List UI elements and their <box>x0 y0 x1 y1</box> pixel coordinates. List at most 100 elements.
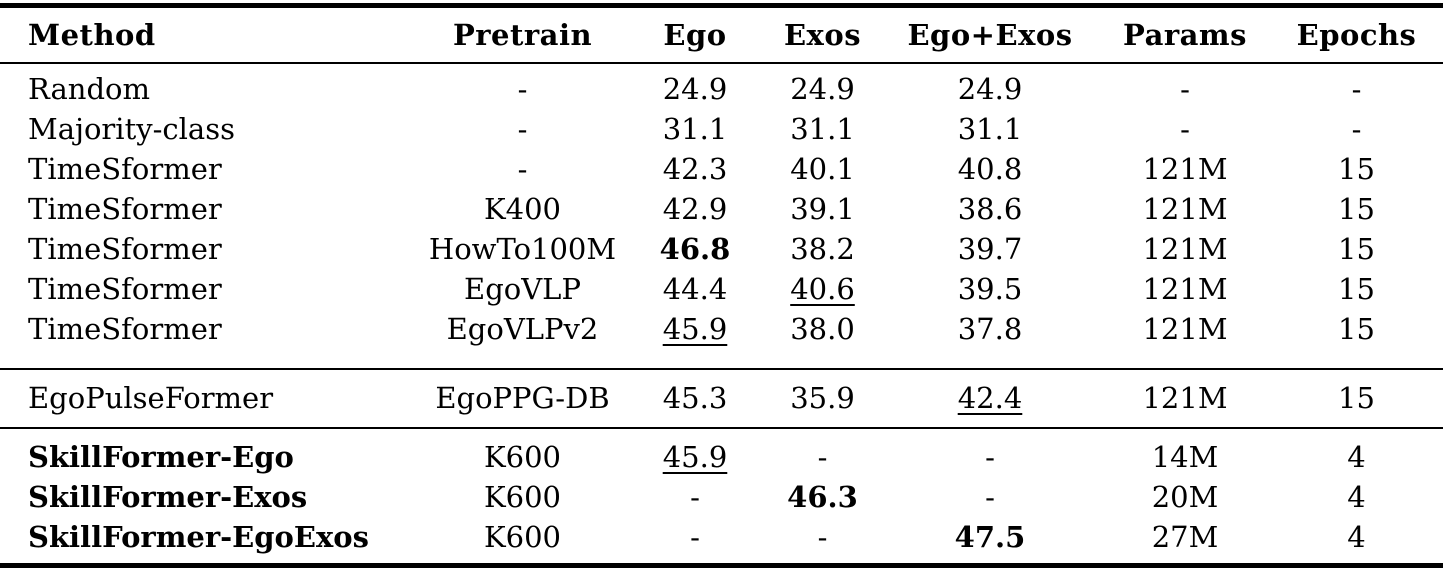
cell-epochs: - <box>1351 72 1362 106</box>
table-row: TimeSformer HowTo100M 46.8 38.2 39.7 121M 15 <box>0 229 1443 269</box>
cell-exos: 46.3 <box>787 480 858 514</box>
cell-ego: 46.8 <box>659 232 731 266</box>
cell-exos: - <box>817 520 828 554</box>
cell-params: 14M <box>1151 440 1219 474</box>
table-row: TimeSformer EgoVLP 44.4 40.6 39.5 121M 15 <box>0 269 1443 309</box>
cell-params: - <box>1180 72 1190 106</box>
col-header-ego: Ego <box>663 18 727 52</box>
cell-pretrain: EgoPPG-DB <box>435 381 610 415</box>
cell-ego: 31.1 <box>662 112 728 146</box>
cell-method: EgoPulseFormer <box>28 381 274 415</box>
cell-epochs: 4 <box>1347 480 1366 514</box>
cell-pretrain: K600 <box>483 480 562 514</box>
cell-epochs: 15 <box>1338 272 1375 306</box>
col-header-epochs: Epochs <box>1296 18 1417 52</box>
cell-params: 121M <box>1142 232 1228 266</box>
cell-params: - <box>1180 112 1190 146</box>
cell-ego-exos: 31.1 <box>957 112 1023 146</box>
header-row: Method Pretrain Ego Exos Ego+Exos Params… <box>0 6 1443 64</box>
cell-ego-exos: 37.8 <box>957 312 1023 346</box>
group-baselines: Random - 24.9 24.9 24.9 - - Majority-class - 31.1… <box>0 63 1443 369</box>
cell-method: SkillFormer-Exos <box>28 480 308 514</box>
cell-ego-exos: 47.5 <box>954 520 1026 554</box>
cell-ego: 42.3 <box>662 152 728 186</box>
cell-ego: 24.9 <box>662 72 728 106</box>
group-skillformer: SkillFormer-Ego K600 45.9- -14M 4 SkillFormer… <box>0 428 1443 566</box>
cell-epochs: - <box>1351 112 1362 146</box>
table-row: Majority-class - 31.1 31.1 31.1 - - <box>0 109 1443 149</box>
cell-pretrain: - <box>517 112 528 146</box>
cell-exos: 40.6 <box>790 272 855 306</box>
col-header-params: Params <box>1123 18 1247 52</box>
group-egopulseformer: EgoPulseFormer EgoPPG-DB 45.3 35.9 42.4 121M 1… <box>0 369 1443 428</box>
cell-method: TimeSformer <box>28 312 222 346</box>
cell-ego-exos: 38.6 <box>957 192 1023 226</box>
cell-exos: 38.0 <box>790 312 855 346</box>
cell-pretrain: HowTo100M <box>428 232 617 266</box>
table-row: SkillFormer-Ego K600 45.9 - - 14M 4 <box>0 428 1443 477</box>
cell-ego-exos: 39.5 <box>957 272 1023 306</box>
cell-ego-exos: 42.4 <box>957 381 1023 415</box>
col-header-pretrain: Pretrain <box>452 18 593 52</box>
cell-epochs: 4 <box>1347 440 1366 474</box>
cell-ego-exos: 24.9 <box>957 72 1023 106</box>
cell-exos: 31.1 <box>790 112 855 146</box>
table-row: TimeSformer EgoVLPv2 45.9 38.0 37.8 121M 15 <box>0 309 1443 369</box>
table-row: EgoPulseFormer EgoPPG-DB 45.3 35.9 42.4 121M 1… <box>0 369 1443 428</box>
cell-pretrain: - <box>517 152 528 186</box>
cell-pretrain: K400 <box>483 192 562 226</box>
cell-pretrain: K600 <box>483 520 562 554</box>
col-header-ego-exos: Ego+Exos <box>907 18 1073 52</box>
cell-method: TimeSformer <box>28 272 222 306</box>
cell-params: 121M <box>1142 272 1228 306</box>
cell-epochs: 15 <box>1338 192 1375 226</box>
cell-ego: - <box>690 480 700 514</box>
col-header-exos: Exos <box>783 18 862 52</box>
cell-epochs: 15 <box>1338 381 1375 415</box>
cell-exos: 35.9 <box>790 381 855 415</box>
cell-exos: 24.9 <box>790 72 855 106</box>
cell-epochs: 15 <box>1338 312 1375 346</box>
cell-ego-exos: - <box>985 480 995 514</box>
table-row: TimeSformer K400 42.9 39.1 38.6 121M 15 <box>0 189 1443 229</box>
cell-params: 27M <box>1151 520 1219 554</box>
cell-exos: 38.2 <box>790 232 855 266</box>
cell-ego-exos: - <box>985 440 995 474</box>
cell-params: 121M <box>1142 192 1228 226</box>
cell-ego-exos: 40.8 <box>957 152 1023 186</box>
table-row: Random - 24.9 24.9 24.9 - - <box>0 63 1443 109</box>
cell-pretrain: - <box>517 72 528 106</box>
results-table: Method Pretrain Ego Exos Ego+Exos Params… <box>0 3 1443 568</box>
cell-params: 121M <box>1142 381 1228 415</box>
cell-epochs: 4 <box>1347 520 1366 554</box>
cell-params: 20M <box>1151 480 1219 514</box>
cell-method: Majority-class <box>28 112 235 146</box>
cell-epochs: 15 <box>1338 152 1375 186</box>
cell-ego: 45.3 <box>662 381 728 415</box>
cell-ego-exos: 39.7 <box>957 232 1023 266</box>
cell-params: 121M <box>1142 152 1228 186</box>
cell-pretrain: K600 <box>483 440 562 474</box>
cell-method: TimeSformer <box>28 192 222 226</box>
cell-method: SkillFormer-EgoExos <box>28 520 369 554</box>
cell-method: Random <box>28 72 150 106</box>
cell-params: 121M <box>1142 312 1228 346</box>
cell-exos: 40.1 <box>790 152 855 186</box>
cell-pretrain: EgoVLPv2 <box>446 312 599 346</box>
cell-epochs: 15 <box>1338 232 1375 266</box>
cell-ego: 42.9 <box>662 192 728 226</box>
col-header-method: Method <box>28 18 156 52</box>
table-row: TimeSformer - 42.3 40.1 40.8 121M 15 <box>0 149 1443 189</box>
cell-exos: 39.1 <box>790 192 855 226</box>
cell-ego: 44.4 <box>662 272 728 306</box>
cell-method: SkillFormer-Ego <box>28 440 294 474</box>
cell-pretrain: EgoVLP <box>464 272 581 306</box>
table-header: Method Pretrain Ego Exos Ego+Exos Params… <box>0 6 1443 64</box>
cell-ego: - <box>690 520 700 554</box>
cell-ego: 45.9 <box>662 312 728 346</box>
table-row: SkillFormer-EgoExos K600 - - 47.5 27M 4 <box>0 517 1443 566</box>
cell-exos: - <box>817 440 828 474</box>
cell-method: TimeSformer <box>28 152 222 186</box>
table-row: SkillFormer-Exos K600 - 46.3 - 20M 4 <box>0 477 1443 517</box>
